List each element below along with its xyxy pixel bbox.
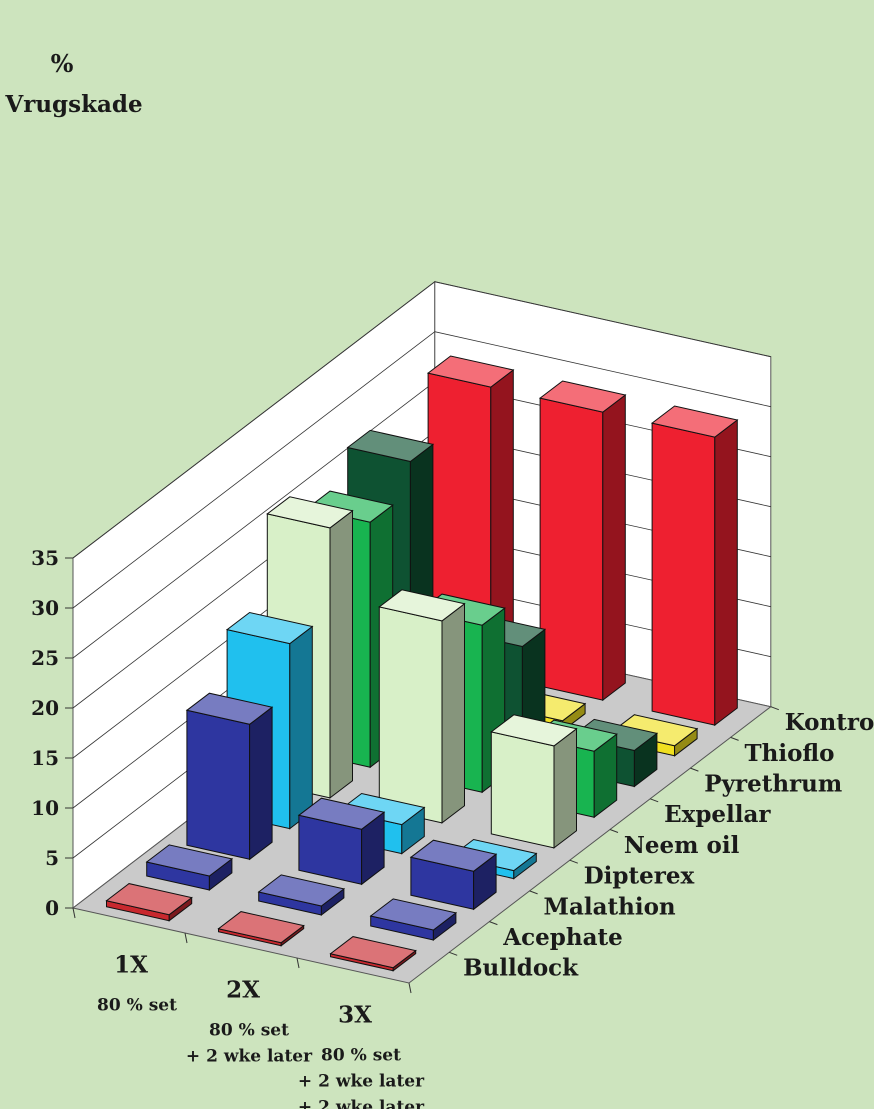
category-label: 1X	[114, 952, 148, 979]
bar-side	[329, 509, 353, 799]
bar-side	[249, 706, 273, 861]
depth-tick	[569, 859, 578, 864]
bar-front	[186, 709, 251, 860]
series-label: Neem oil	[624, 832, 740, 859]
bar-top	[297, 797, 386, 830]
y-tick-label: 5	[45, 846, 59, 870]
category-sublabel: 80 % set	[321, 1046, 401, 1066]
bar-top	[409, 839, 498, 872]
y-tick-label: 0	[45, 896, 59, 920]
category-label: 2X	[226, 977, 260, 1004]
category-tick	[72, 907, 76, 919]
bar	[257, 874, 346, 917]
bar-top	[538, 380, 627, 413]
bar-top	[225, 611, 314, 645]
series-label: Kontrole	[785, 709, 874, 736]
depth-tick	[449, 951, 458, 956]
bar	[297, 797, 386, 886]
bar-front	[539, 397, 604, 701]
series-label: Expellar	[664, 801, 771, 828]
y-tick-label: 10	[31, 796, 59, 820]
bar-top	[378, 589, 466, 622]
series-label: Bulldock	[463, 955, 579, 982]
bar	[145, 844, 234, 892]
category-sublabel: 80 % set	[97, 996, 177, 1016]
bar	[105, 883, 193, 922]
series-label: Thioflo	[745, 740, 835, 767]
bar-top	[329, 936, 417, 969]
bar-side	[714, 418, 738, 727]
bar	[650, 405, 739, 727]
bar-top	[105, 883, 193, 916]
category-label: 3X	[338, 1002, 372, 1029]
depth-tick	[730, 736, 739, 741]
bar-top	[266, 496, 354, 529]
bar-top	[650, 405, 739, 438]
bar	[538, 380, 627, 702]
depth-tick	[690, 767, 699, 772]
y-tick-label: 30	[31, 596, 59, 620]
bar-front	[651, 422, 716, 726]
bar	[217, 911, 305, 947]
bar-top	[346, 429, 435, 463]
bar-front	[378, 606, 443, 824]
bar	[369, 898, 458, 942]
y-axis-label-symbol: %	[51, 49, 74, 78]
bar-top	[257, 874, 346, 907]
series-label: Acephate	[502, 924, 622, 951]
category-labels: 1X 80 % set 2X 80 % set + 2 wke later 3X 80 % …	[72, 907, 425, 1109]
bar-side	[289, 625, 313, 830]
bar	[490, 714, 578, 849]
y-tick-label: 35	[31, 546, 59, 570]
grid-line	[72, 331, 771, 609]
bar	[185, 692, 274, 861]
bar-side	[441, 602, 465, 824]
series-label: Malathion	[544, 893, 676, 920]
category-sublabel: + 2 wke later	[186, 1047, 313, 1067]
category-sublabel: + 2 wke later	[298, 1098, 425, 1109]
category-tick	[184, 932, 188, 944]
y-tick-label: 20	[31, 696, 59, 720]
category-sublabel: 80 % set	[209, 1021, 289, 1041]
bar-front	[490, 731, 555, 849]
series-label: Dipterex	[584, 863, 695, 890]
bar-side	[602, 393, 626, 702]
category-sublabel: + 2 wke later	[298, 1072, 425, 1092]
series-label: Pyrethrum	[704, 770, 842, 797]
bars	[105, 355, 739, 972]
depth-tick	[770, 706, 779, 711]
y-tick-labels: 0 5 10 15 20 25 30 35	[31, 546, 73, 920]
y-tick-label: 15	[31, 746, 59, 770]
depth-tick	[529, 890, 538, 895]
bar-top	[145, 844, 234, 877]
depth-tick	[609, 829, 619, 833]
bar-side	[553, 727, 577, 849]
bar	[409, 839, 498, 911]
category-tick	[296, 957, 300, 969]
depth-tick	[489, 921, 498, 926]
y-axis-label: Vrugskade	[4, 91, 142, 118]
y-tick-label: 25	[31, 646, 59, 670]
bar-top	[369, 898, 458, 931]
bar-top	[217, 911, 305, 944]
bar-top	[490, 714, 578, 747]
grid-line	[72, 281, 771, 559]
depth-tick	[650, 798, 659, 803]
bar-top	[185, 692, 274, 725]
bar-top	[426, 355, 515, 388]
category-tick	[408, 982, 412, 994]
bar	[329, 936, 417, 972]
bar	[378, 589, 466, 824]
series-labels: Bulldock Acephate Malathion Dipterex Neem oi…	[449, 706, 874, 982]
